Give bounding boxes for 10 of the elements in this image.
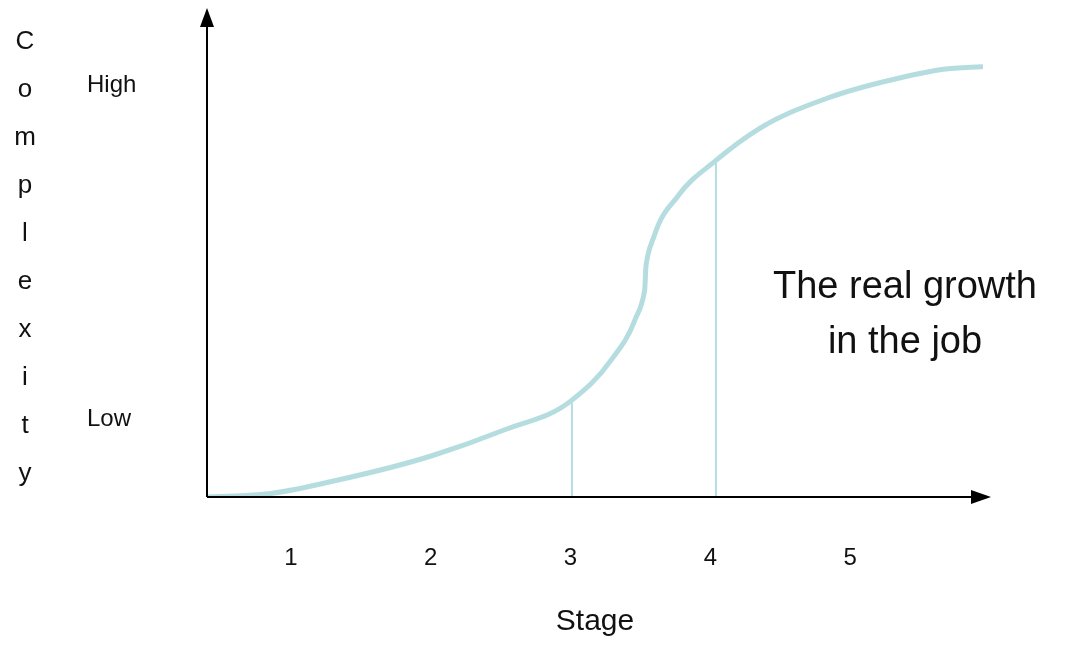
x-tick-label: 2 bbox=[424, 543, 438, 570]
x-tick-label: 3 bbox=[563, 543, 578, 570]
text: Low bbox=[87, 403, 133, 433]
text: High bbox=[87, 69, 138, 99]
x-tick-label: 4 bbox=[703, 543, 718, 570]
annotation: The real growth in the job bbox=[772, 263, 1038, 363]
x-axis-title: Stage bbox=[554, 603, 636, 637]
text: Complexity bbox=[10, 25, 40, 505]
x-tick-label: 5 bbox=[843, 543, 857, 570]
x-tick-label: 1 bbox=[284, 543, 298, 570]
